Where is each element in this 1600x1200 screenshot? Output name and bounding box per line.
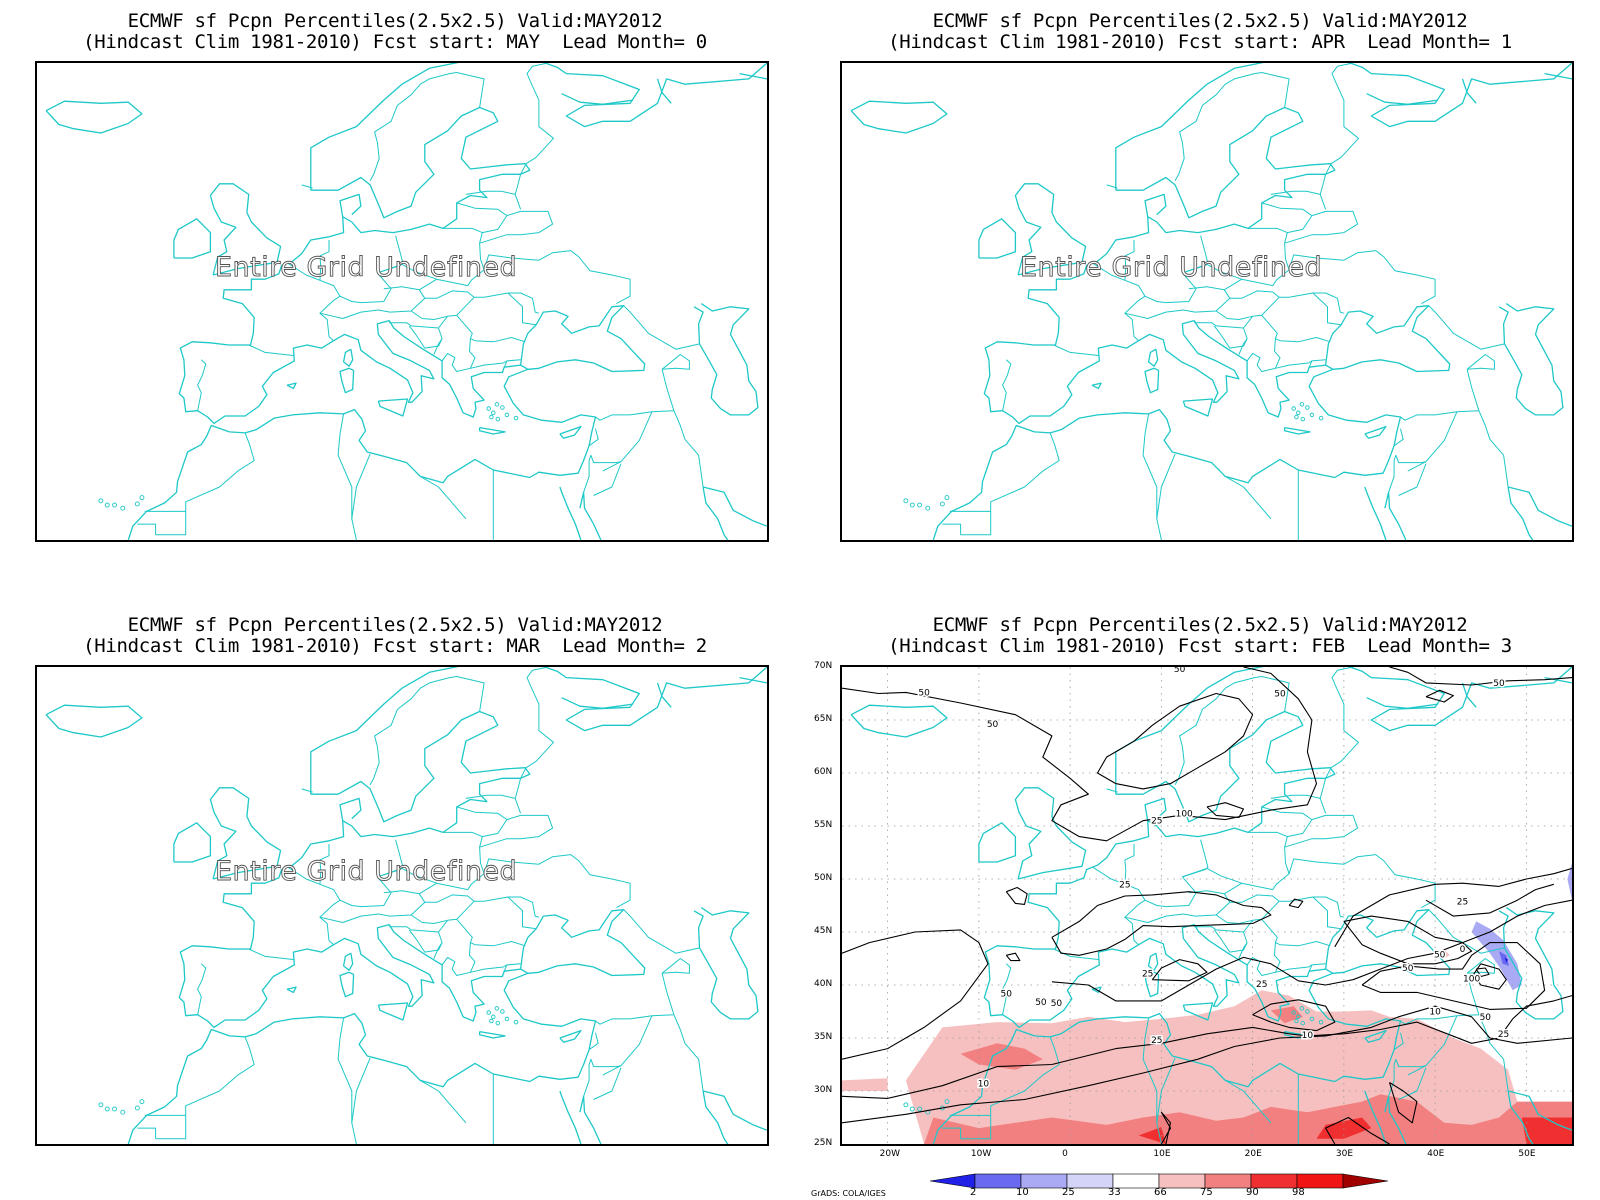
contour-label: 50 bbox=[1480, 1013, 1492, 1023]
lat-tick-label: 65N bbox=[814, 714, 833, 724]
colorbar-swatch bbox=[1158, 1173, 1206, 1189]
map-frame: Entire Grid Undefined bbox=[840, 61, 1574, 542]
map-panel-lead3: ECMWF sf Pcpn Percentiles(2.5x2.5) Valid… bbox=[805, 604, 1595, 1200]
contour-label: 10 bbox=[978, 1080, 990, 1090]
contour-label: 25 bbox=[1119, 880, 1130, 890]
map-panel-lead1: ECMWF sf Pcpn Percentiles(2.5x2.5) Valid… bbox=[805, 0, 1595, 560]
undefined-grid-notice: Entire Grid Undefined bbox=[1020, 252, 1323, 284]
colorbar-swatch bbox=[930, 1173, 976, 1189]
lon-tick-label: 20E bbox=[1244, 1149, 1262, 1159]
contour-label: 100 bbox=[1463, 975, 1480, 985]
colorbar bbox=[930, 1173, 1389, 1189]
contour-label: 50 bbox=[1051, 999, 1063, 1009]
colorbar-swatch bbox=[1204, 1173, 1252, 1189]
coastline-layer bbox=[850, 63, 1572, 540]
panel-title-line1: ECMWF sf Pcpn Percentiles(2.5x2.5) Valid… bbox=[127, 614, 663, 636]
contour-label: 50 bbox=[1493, 679, 1505, 689]
lon-tick-label: 40E bbox=[1427, 1149, 1445, 1159]
colorbar-label: 10 bbox=[1016, 1187, 1029, 1198]
colorbar-label: 98 bbox=[1292, 1187, 1305, 1198]
lat-tick-label: 30N bbox=[814, 1085, 833, 1095]
lon-tick-label: 20W bbox=[879, 1149, 900, 1159]
contour-label: 50 bbox=[1035, 998, 1047, 1008]
colorbar-swatch bbox=[974, 1173, 1022, 1189]
map-frame: 50 50 50 50 50 100 25 25 50 50 50 25 10 10 25 25 100 50 0 1… bbox=[840, 665, 1574, 1146]
grads-credit: GrADS: COLA/IGES bbox=[811, 1189, 886, 1198]
contour-label: 50 bbox=[1274, 690, 1286, 700]
colorbar-swatch bbox=[1296, 1173, 1344, 1189]
undefined-grid-notice: Entire Grid Undefined bbox=[215, 856, 518, 888]
contour-label: 50 bbox=[1434, 950, 1446, 960]
contour-label: 50 bbox=[1001, 989, 1013, 999]
panel-title-line1: ECMWF sf Pcpn Percentiles(2.5x2.5) Valid… bbox=[932, 614, 1468, 636]
contour-label: 50 bbox=[1174, 667, 1186, 675]
colorbar-swatch bbox=[1250, 1173, 1298, 1189]
contour-label: 25 bbox=[1142, 969, 1153, 979]
graticule-layer bbox=[842, 667, 1572, 1144]
map-frame: Entire Grid Undefined bbox=[35, 665, 769, 1146]
panel-title-line2: (Hindcast Clim 1981-2010) Fcst start: FE… bbox=[888, 635, 1512, 657]
contour-label: 25 bbox=[1256, 980, 1267, 990]
coastline-layer bbox=[45, 63, 767, 540]
contour-label: 0 bbox=[1460, 945, 1466, 955]
contour-label: 10 bbox=[1302, 1031, 1314, 1041]
undefined-grid-notice: Entire Grid Undefined bbox=[215, 252, 518, 284]
colorbar-label: 66 bbox=[1154, 1187, 1167, 1198]
map-panel-lead0: ECMWF sf Pcpn Percentiles(2.5x2.5) Valid… bbox=[0, 0, 790, 560]
colorbar-label: 33 bbox=[1108, 1187, 1121, 1198]
colorbar-label: 90 bbox=[1246, 1187, 1259, 1198]
contour-label: 100 bbox=[1176, 809, 1193, 819]
lat-tick-label: 35N bbox=[814, 1032, 833, 1042]
contour-label: 50 bbox=[918, 688, 930, 698]
lat-tick-label: 60N bbox=[814, 767, 833, 777]
panel-title-line1: ECMWF sf Pcpn Percentiles(2.5x2.5) Valid… bbox=[127, 10, 663, 32]
contour-label: 10 bbox=[1429, 1008, 1441, 1018]
lon-tick-label: 10E bbox=[1153, 1149, 1171, 1159]
colorbar-label: 2 bbox=[970, 1187, 977, 1198]
lat-tick-label: 55N bbox=[814, 820, 833, 830]
contour-label: 25 bbox=[1498, 1030, 1509, 1040]
colorbar-label: 25 bbox=[1062, 1187, 1075, 1198]
panel-title-line1: ECMWF sf Pcpn Percentiles(2.5x2.5) Valid… bbox=[932, 10, 1468, 32]
contour-label: 25 bbox=[1457, 897, 1468, 907]
map-panel-lead2: ECMWF sf Pcpn Percentiles(2.5x2.5) Valid… bbox=[0, 604, 790, 1164]
lat-tick-label: 50N bbox=[814, 873, 833, 883]
panel-title-line2: (Hindcast Clim 1981-2010) Fcst start: AP… bbox=[888, 31, 1512, 53]
coastline-layer bbox=[45, 667, 767, 1144]
lat-tick-label: 25N bbox=[814, 1138, 833, 1148]
contour-label: 25 bbox=[1151, 817, 1162, 827]
colorbar-swatch bbox=[1342, 1173, 1389, 1189]
map-frame: Entire Grid Undefined bbox=[35, 61, 769, 542]
lon-tick-label: 10W bbox=[970, 1149, 992, 1159]
colorbar-swatch bbox=[1020, 1173, 1068, 1189]
lon-tick-label: 0 bbox=[1062, 1149, 1068, 1159]
contour-layer: 50 50 50 50 50 100 25 25 50 50 50 25 10 10 25 25 100 50 0 1… bbox=[842, 667, 1572, 1144]
panel-title-line2: (Hindcast Clim 1981-2010) Fcst start: MA… bbox=[83, 31, 707, 53]
colorbar-swatch bbox=[1066, 1173, 1114, 1189]
lat-tick-label: 45N bbox=[814, 926, 833, 936]
contour-label: 25 bbox=[1151, 1036, 1162, 1046]
colorbar-swatch bbox=[1112, 1173, 1160, 1189]
contour-label: 50 bbox=[1402, 964, 1414, 974]
lat-tick-label: 70N bbox=[814, 661, 833, 671]
percentile-shading-layer bbox=[842, 863, 1572, 1144]
lat-tick-label: 40N bbox=[814, 979, 833, 989]
colorbar-label: 75 bbox=[1200, 1187, 1213, 1198]
lon-tick-label: 30E bbox=[1335, 1149, 1354, 1159]
panel-title-line2: (Hindcast Clim 1981-2010) Fcst start: MA… bbox=[83, 635, 707, 657]
contour-label: 50 bbox=[987, 720, 999, 730]
lon-tick-label: 50E bbox=[1518, 1149, 1536, 1159]
coastline-layer bbox=[850, 667, 1572, 1144]
